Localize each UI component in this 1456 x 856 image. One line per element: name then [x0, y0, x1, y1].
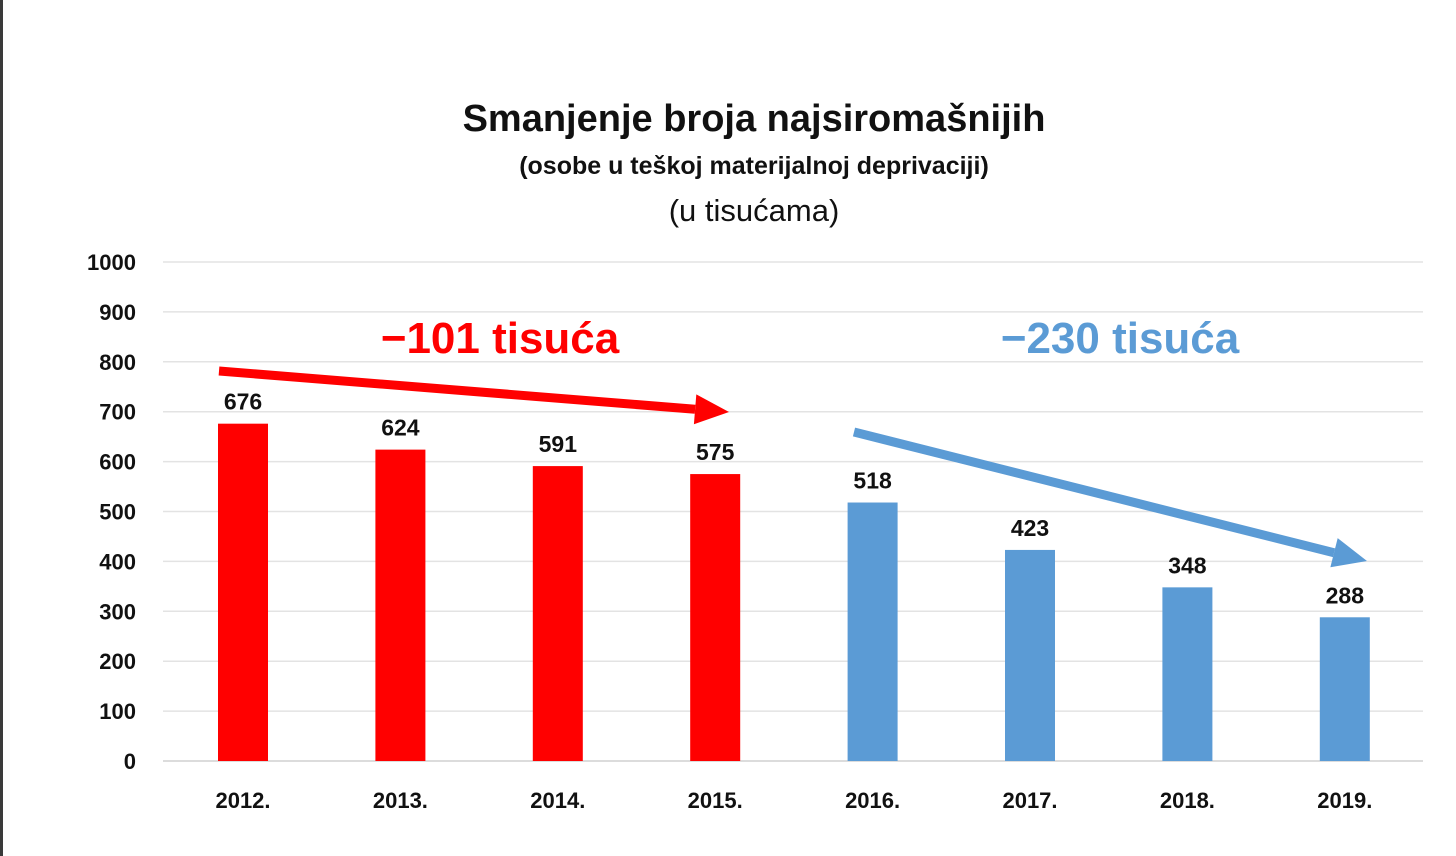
gridlines [163, 261, 1423, 762]
bar [1319, 617, 1370, 761]
data-label: 591 [539, 431, 578, 457]
data-label: 624 [381, 415, 420, 441]
x-tick-label: 2017. [1002, 788, 1057, 813]
data-label: 288 [1326, 582, 1365, 608]
y-tick-label: 700 [99, 400, 136, 425]
x-axis-tick-labels: 2012. 2013. 2014. 2015. 2016. 2017. 2018. 2019. [215, 788, 1372, 813]
data-label: 348 [1168, 552, 1207, 578]
x-tick-label: 2015. [688, 788, 743, 813]
bar [375, 449, 426, 761]
x-tick-label: 2013. [373, 788, 428, 813]
y-tick-label: 900 [99, 300, 136, 325]
x-tick-label: 2012. [215, 788, 270, 813]
annotation-decrease-2012-2015: −101 tisuća [381, 314, 620, 363]
bar [1005, 549, 1055, 761]
y-tick-label: 500 [99, 500, 136, 525]
y-tick-label: 300 [99, 599, 136, 624]
y-tick-label: 800 [99, 350, 136, 375]
y-tick-label: 100 [99, 699, 136, 724]
chart-subtitle: (osobe u teškoj materijalnoj deprivaciji… [519, 152, 989, 180]
y-axis-tick-labels: 0 100 200 300 400 500 600 700 800 900 1000 [87, 250, 136, 774]
y-tick-label: 200 [99, 649, 136, 674]
x-tick-label: 2018. [1160, 788, 1215, 813]
y-tick-label: 400 [99, 549, 136, 574]
data-labels: 676 624 591 575 518 423 348 288 [224, 389, 1364, 609]
y-tick-label: 1000 [87, 250, 136, 275]
data-label: 518 [853, 468, 892, 494]
chart-unit-note: (u tisućama) [668, 193, 840, 228]
trend-arrow-blue [852, 427, 1367, 568]
data-label: 575 [696, 439, 735, 465]
y-tick-label: 0 [124, 749, 136, 774]
annotation-decrease-2016-2019: −230 tisuća [1001, 314, 1240, 363]
bar [1162, 587, 1213, 761]
trend-arrows [218, 366, 1367, 568]
bars [218, 423, 1370, 761]
y-tick-label: 600 [99, 450, 136, 475]
x-tick-label: 2014. [530, 788, 585, 813]
x-tick-label: 2019. [1317, 788, 1372, 813]
data-label: 423 [1011, 515, 1049, 541]
trend-arrow-red [218, 366, 729, 425]
bar [847, 502, 898, 761]
bar [218, 423, 268, 761]
bar [532, 466, 583, 761]
bar [690, 474, 741, 761]
chart-title: Smanjenje broja najsiromašnijih [462, 98, 1046, 140]
data-label: 676 [224, 389, 262, 415]
left-border [0, 0, 3, 856]
x-tick-label: 2016. [845, 788, 900, 813]
